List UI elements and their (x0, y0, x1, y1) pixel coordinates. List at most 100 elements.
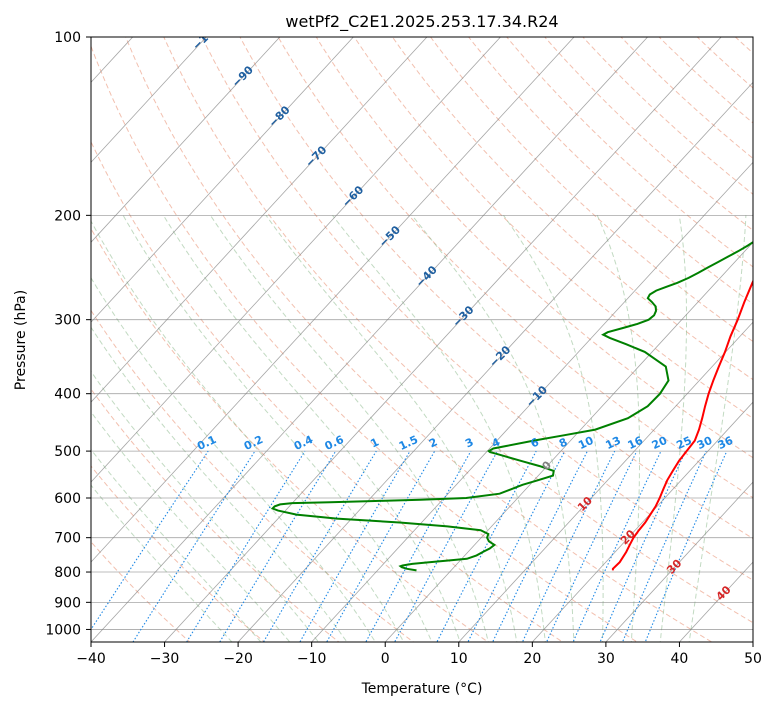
x-axis-label: Temperature (°C) (361, 681, 483, 697)
isotherm-line (91, 37, 575, 563)
dry-adiabat-line (277, 37, 753, 499)
dry-adiabat-line (658, 37, 753, 124)
dry-adiabat-line (91, 227, 489, 642)
mixing-ratio-line (132, 450, 256, 642)
dry-adiabat-line (91, 140, 564, 642)
y-tick-label: 900 (54, 595, 81, 611)
dry-adiabat-line (239, 37, 753, 540)
mixing-ratio-line (436, 450, 537, 642)
mixing-ratio-label: 16 (626, 434, 646, 452)
profiles (270, 241, 753, 572)
x-tick-label: 30 (597, 651, 615, 667)
mixing-ratio-line (572, 450, 662, 642)
mixing-ratio-line (365, 450, 472, 642)
moist-adiabat-line (503, 215, 604, 642)
temperature-profile (611, 279, 753, 571)
dewpoint-profile (270, 241, 753, 572)
moist-adiabat-line (91, 448, 262, 642)
y-tick-label: 200 (54, 208, 81, 224)
mixing-ratio-label: 30 (695, 434, 715, 452)
isotherm-line (458, 321, 753, 642)
moist-adiabat-line (91, 276, 376, 642)
mixing-ratio-line (262, 450, 377, 642)
mixing-ratio-label: 20 (650, 434, 670, 452)
mixing-ratio-label: 10 (576, 434, 596, 452)
mixing-ratio-line (492, 450, 588, 642)
mixing-ratio-line (521, 450, 616, 642)
dry-adiabat-line (91, 388, 340, 642)
x-tick-label: 0 (381, 651, 390, 667)
moist-adiabat-line (91, 220, 405, 642)
mixing-ratio-line (326, 450, 436, 642)
isotherm-line (91, 37, 502, 483)
dry-adiabat-line (91, 44, 639, 642)
dry-adiabat-line (163, 37, 753, 624)
moist-adiabat-line (162, 215, 461, 642)
moist-adiabat-line (91, 484, 233, 642)
isotherm-line (91, 37, 354, 323)
y-tick-label: 300 (54, 313, 81, 329)
moist-adiabat-line (122, 215, 433, 642)
dry-adiabat-line (582, 37, 753, 195)
mixing-ratio-line (185, 450, 306, 642)
mixing-ratio-label: 25 (674, 434, 693, 452)
mixing-ratio-line (644, 450, 728, 642)
isotherm-line (164, 37, 722, 642)
moist-adiabat-line (332, 214, 546, 642)
chart-title: wetPf2_C2E1.2025.253.17.34.R24 (285, 12, 558, 32)
mixing-ratio-label: 36 (716, 434, 736, 452)
y-tick-label: 100 (54, 30, 81, 46)
isotherm-line (91, 37, 281, 243)
moist-adiabat-line (209, 215, 489, 642)
dry-adiabat-line (467, 37, 753, 305)
y-tick-label: 1000 (45, 622, 81, 638)
moist-adiabat-line (659, 215, 687, 642)
x-tick-label: −40 (76, 651, 106, 667)
x-tick-label: 10 (450, 651, 468, 667)
isotherm-line (91, 37, 428, 403)
isotherm-line (531, 401, 753, 642)
x-tick-label: 40 (671, 651, 689, 667)
x-tick-label: 20 (523, 651, 541, 667)
y-tick-label: 700 (54, 531, 81, 547)
mixing-ratio-line (299, 450, 411, 642)
mixing-ratio-label: 13 (604, 434, 623, 452)
dry-adiabat-line (429, 37, 753, 343)
isotherm-line (384, 241, 753, 642)
dry-adiabat-line (125, 37, 713, 642)
isotherm-line (311, 161, 753, 642)
mixing-ratio-line (219, 450, 337, 642)
x-tick-label: 50 (744, 651, 762, 667)
y-tick-label: 400 (54, 387, 81, 403)
background-lines (91, 37, 753, 642)
x-tick-label: −10 (297, 651, 327, 667)
y-tick-label: 800 (54, 565, 81, 581)
plot-frame (90, 36, 754, 643)
x-tick-label: −20 (223, 651, 253, 667)
y-tick-label: 600 (54, 491, 81, 507)
y-axis-label: Pressure (hPa) (13, 290, 29, 390)
moist-adiabat-line (91, 370, 320, 642)
dry-adiabat-line (91, 309, 415, 642)
moist-adiabat-line (265, 215, 518, 642)
line-labels: 0.10.20.40.611.52346810131620253036−100−… (190, 37, 736, 603)
mixing-ratio-line (545, 450, 638, 642)
dry-adiabat-line (91, 541, 191, 642)
moist-adiabat-line (91, 411, 291, 642)
x-tick-label: −30 (150, 651, 180, 667)
dry-adiabat-line (201, 37, 753, 581)
moist-adiabat-line (688, 215, 747, 642)
dry-adiabat-line (544, 37, 753, 231)
x-axis: −40 −30 −20 −10 0 10 20 30 40 50 (76, 642, 762, 667)
isotherm-line (237, 81, 753, 642)
y-tick-label: 500 (54, 444, 81, 460)
dry-adiabat-line (353, 37, 753, 419)
dry-adiabat-line (315, 37, 753, 459)
isotherm-line (91, 37, 649, 642)
isotherm-line (605, 481, 753, 642)
mixing-ratio-line (467, 450, 566, 642)
y-axis: 100 200 300 400 500 600 700 800 900 1000 (45, 30, 91, 638)
isotherm-line (91, 37, 207, 163)
